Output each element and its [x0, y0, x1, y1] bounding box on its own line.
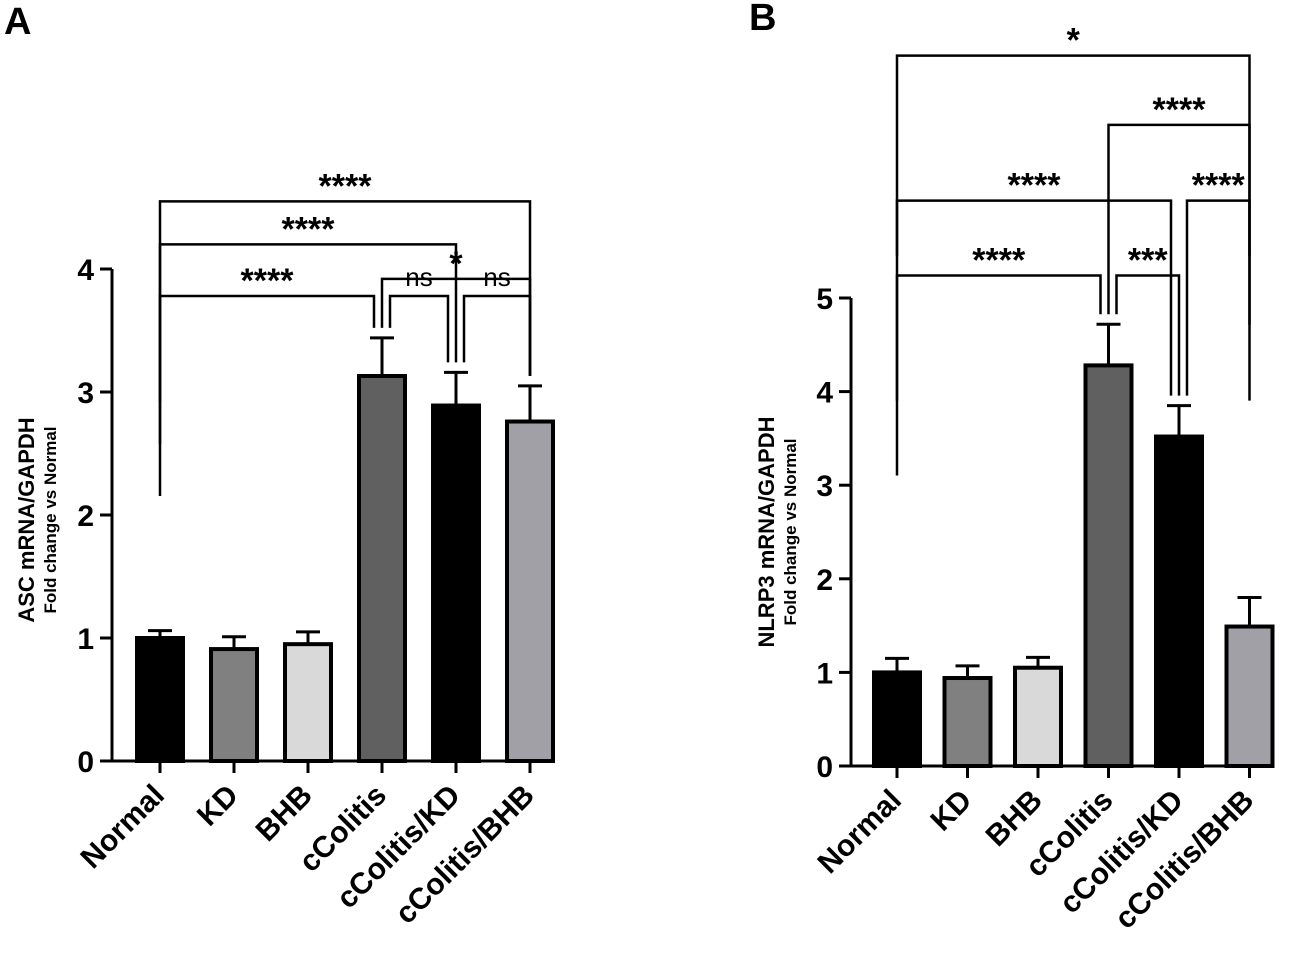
panel-a-significance-bracket [158, 294, 376, 497]
panel-a-category-label: KD [191, 779, 245, 833]
panel-b-category-label: KD [924, 784, 978, 838]
panel-b-bar-ccolitis-bhb [1224, 624, 1275, 769]
panel-b-significance-label: **** [1153, 91, 1207, 129]
panel-b-y-tick-label: 4 [816, 377, 833, 410]
panel-a-y-tick-label: 4 [77, 254, 94, 287]
panel-a-bar-normal [135, 636, 185, 763]
panel-a-y-tick-label: 1 [77, 623, 94, 656]
panel-b-significance-bracket [1185, 199, 1251, 401]
panel-b-y-tick-label: 1 [816, 657, 833, 690]
panel-b-y-tick-label: 0 [816, 751, 833, 784]
panel-b-significance-label: **** [972, 242, 1026, 280]
panel-a-significance-label: **** [319, 167, 373, 205]
panel-a-bar-ccolitis-bhb [505, 419, 555, 763]
panel-a-ylabel: ASC mRNA/GAPDH [14, 417, 39, 622]
panel-b-significance-label: **** [1008, 167, 1062, 205]
panel-b-ylabel-sub: Fold change vs Normal [781, 438, 800, 625]
panel-a-y-tick-label: 2 [77, 500, 94, 533]
panel-b-bar-ccolitis-kd [1154, 434, 1204, 768]
panel-a-significance-label: * [449, 245, 463, 283]
panel-a-bar-kd [209, 647, 259, 764]
panel-a-significance-label: **** [282, 210, 336, 248]
panel-a-ylabel-sub: Fold change vs Normal [41, 426, 60, 613]
panel-b-significance-label: **** [1192, 167, 1246, 205]
panel-a-bar-bhb [283, 642, 333, 764]
panel-b-bar-bhb [1013, 665, 1063, 768]
panel-a-significance-label: ns [483, 262, 510, 292]
panel-b-bar-kd [942, 676, 993, 768]
panel-b-label: B [749, 0, 776, 39]
panel-b-significance-bracket [895, 54, 1251, 256]
panel-b-bar-ccolitis [1083, 363, 1134, 768]
panel-b-nlrp3-chart: B NLRP3 mRNA/GAPDH Fold change vs Normal… [749, 0, 1275, 935]
panel-a-category-label: BHB [250, 779, 319, 848]
panel-a-significance-bracket [158, 200, 532, 402]
panel-b-y-tick-label: 5 [816, 283, 833, 316]
panel-a-significance-bracket [462, 294, 532, 376]
panel-b-ylabel: NLRP3 mRNA/GAPDH [754, 416, 779, 647]
panel-b-significance-label: *** [1128, 242, 1168, 280]
panel-a-bar-ccolitis [357, 374, 407, 763]
panel-a-category-label: Normal [75, 779, 171, 875]
panel-a-significance-label: **** [241, 262, 295, 300]
panel-b-significance-label: * [1067, 22, 1081, 60]
panel-b-bar-normal [872, 670, 922, 769]
panel-b-y-tick-label: 2 [816, 564, 833, 597]
panel-a-y-tick-label: 3 [77, 377, 94, 410]
panel-a-bar-ccolitis-kd [431, 403, 481, 763]
panel-a-significance-bracket [388, 294, 450, 363]
panel-a-label: A [4, 1, 31, 43]
panel-a-asc-chart: A ASC mRNA/GAPDH Fold change vs Normal 0… [4, 1, 555, 930]
panel-b-y-tick-label: 3 [816, 470, 833, 503]
panel-a-significance-label: ns [405, 262, 432, 292]
panel-b-category-label: Normal [812, 784, 908, 880]
panel-a-y-tick-label: 0 [77, 746, 94, 779]
panel-b-significance-bracket [895, 274, 1102, 476]
panel-b-significance-bracket [1115, 274, 1181, 396]
